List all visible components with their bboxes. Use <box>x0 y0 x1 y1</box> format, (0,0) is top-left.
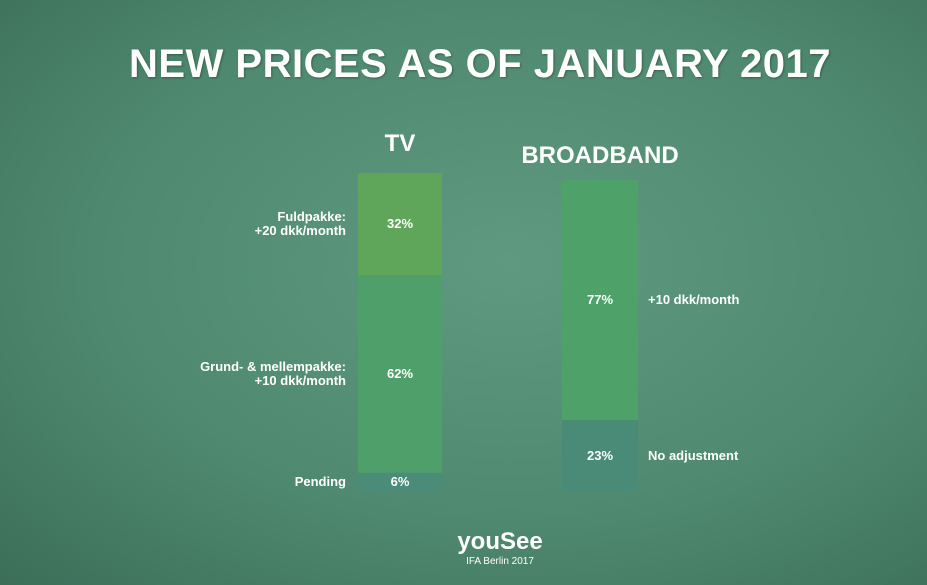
chart-title: TV <box>384 130 416 157</box>
value-label: 32% <box>386 216 414 232</box>
legend-label: Fuldpakke: +20 dkk/month <box>254 209 346 239</box>
legend-label: Grund- & mellempakke: +10 dkk/month <box>200 358 346 388</box>
slide-title: NEW PRICES AS OF JANUARY 2017 <box>128 42 832 86</box>
value-label: 6% <box>390 474 410 490</box>
bar-segment <box>562 420 638 492</box>
legend-label: Pending <box>294 474 346 490</box>
caption: IFA Berlin 2017 <box>466 556 534 567</box>
bar-segment <box>562 180 638 421</box>
bar-segment <box>358 173 442 276</box>
legend-label: No adjustment <box>648 448 739 464</box>
value-label: 77% <box>586 292 614 308</box>
value-label: 23% <box>586 448 614 464</box>
chart-title: BROADBAND <box>521 142 679 169</box>
legend-label: +10 dkk/month <box>648 292 740 308</box>
value-label: 62% <box>386 365 414 381</box>
bar-segment <box>358 275 442 473</box>
bar-segment <box>358 472 442 492</box>
logo: youSee <box>457 528 543 555</box>
